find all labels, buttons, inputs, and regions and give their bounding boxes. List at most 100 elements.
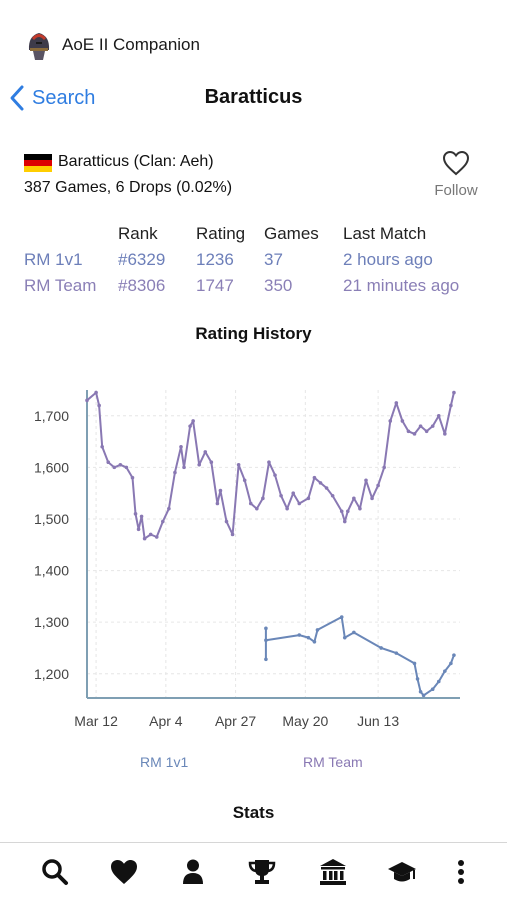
data-point <box>133 512 138 516</box>
data-point <box>342 519 347 524</box>
row-team-mode[interactable]: RM Team <box>24 276 97 295</box>
player-summary: Baratticus (Clan: Aeh) 387 Games, 6 Drop… <box>24 150 484 210</box>
data-point <box>452 390 456 395</box>
data-point <box>342 635 347 640</box>
x-tick-label: Mar 12 <box>74 713 118 729</box>
data-point <box>255 506 259 511</box>
y-tick-label: 1,400 <box>34 563 69 579</box>
data-point <box>124 465 129 470</box>
heart-icon <box>111 860 137 884</box>
data-point <box>436 679 441 684</box>
follow-button[interactable]: Follow <box>428 150 484 202</box>
back-button-label: Search <box>32 86 96 109</box>
chart-legend: RM 1v1 RM Team <box>0 754 507 774</box>
player-name: Baratticus (Clan: Aeh) <box>58 153 214 170</box>
data-point <box>412 432 417 436</box>
chart-title: Rating History <box>195 324 312 343</box>
data-point <box>188 424 192 428</box>
data-point <box>182 465 186 470</box>
data-point <box>449 403 453 408</box>
data-point <box>306 635 311 640</box>
data-point <box>306 496 311 501</box>
row-1v1-games: 37 <box>264 250 283 269</box>
page-title: Baratticus <box>204 86 303 108</box>
data-point <box>412 661 417 666</box>
data-point <box>130 475 135 480</box>
data-point <box>436 413 441 418</box>
data-point <box>191 419 195 423</box>
header-rank: Rank <box>118 224 158 243</box>
data-point <box>364 478 368 483</box>
germany-flag-icon <box>24 154 52 172</box>
x-tick-label: Jun 13 <box>357 713 399 729</box>
bottom-tab-bar <box>0 842 507 900</box>
tab-profile[interactable] <box>178 857 208 887</box>
series-line-rm-team <box>86 391 455 540</box>
follow-label: Follow <box>434 182 478 199</box>
row-1v1-rank: #6329 <box>118 250 166 269</box>
data-point <box>415 677 420 681</box>
back-button[interactable]: Search <box>8 82 95 114</box>
data-point <box>339 615 344 619</box>
data-point <box>430 687 435 692</box>
data-point <box>285 506 289 511</box>
navigation-bar: Search Baratticus <box>0 76 507 120</box>
y-tick-label: 1,300 <box>34 614 69 630</box>
tab-search[interactable] <box>40 857 70 887</box>
player-game-count: 387 Games, 6 Drops (0.02%) <box>24 179 233 196</box>
data-point <box>230 532 235 537</box>
data-point <box>218 488 223 493</box>
data-point <box>264 638 268 643</box>
header-rating: Rating <box>196 224 246 243</box>
data-point <box>330 493 335 498</box>
data-point <box>352 496 356 501</box>
tab-guides[interactable] <box>387 857 417 887</box>
data-point <box>421 693 426 698</box>
stats-section-title: Stats <box>232 803 275 822</box>
row-1v1-mode[interactable]: RM 1v1 <box>24 250 83 269</box>
bank-building-icon <box>320 859 346 885</box>
legend-rm-team[interactable]: RM Team <box>303 754 363 770</box>
data-point <box>376 483 380 488</box>
helmet-logo-icon <box>28 33 50 60</box>
data-point <box>297 501 302 506</box>
x-tick-label: Apr 27 <box>215 713 256 729</box>
row-1v1-rating: 1236 <box>196 250 234 269</box>
data-point <box>264 657 268 662</box>
row-team-last-match: 21 minutes ago <box>343 276 460 295</box>
data-point <box>85 398 89 403</box>
data-point <box>224 519 229 524</box>
data-point <box>430 424 435 428</box>
data-point <box>161 519 165 524</box>
x-tick-label: May 20 <box>282 713 328 729</box>
data-point <box>100 444 104 449</box>
data-point <box>400 419 405 423</box>
app-title: AoE II Companion <box>62 35 200 54</box>
data-point <box>382 465 386 470</box>
data-point <box>94 390 98 395</box>
row-team-rank: #8306 <box>118 276 166 295</box>
data-point <box>406 429 411 434</box>
tab-leaderboard[interactable] <box>247 857 277 887</box>
ranks-table: Rank Rating Games Last Match RM 1v1 #632… <box>24 224 484 298</box>
row-team-games: 350 <box>264 276 293 295</box>
data-point <box>452 653 456 657</box>
tab-more[interactable] <box>446 857 476 887</box>
data-point <box>449 661 453 666</box>
search-icon <box>42 859 68 885</box>
tab-favorites[interactable] <box>109 857 139 887</box>
data-point <box>136 527 141 532</box>
data-point <box>443 669 447 673</box>
data-point <box>173 470 177 475</box>
data-point <box>345 509 350 514</box>
header-last-match: Last Match <box>343 224 427 243</box>
legend-rm-1v1[interactable]: RM 1v1 <box>140 754 189 770</box>
app-header: AoE II Companion <box>0 0 507 76</box>
tab-civilizations[interactable] <box>318 857 348 887</box>
y-tick-label: 1,700 <box>34 408 69 424</box>
trophy-icon <box>248 860 276 884</box>
data-point <box>315 628 320 632</box>
graduation-cap-icon <box>388 862 416 882</box>
header-games: Games <box>264 224 319 243</box>
heart-outline-icon <box>442 150 470 176</box>
